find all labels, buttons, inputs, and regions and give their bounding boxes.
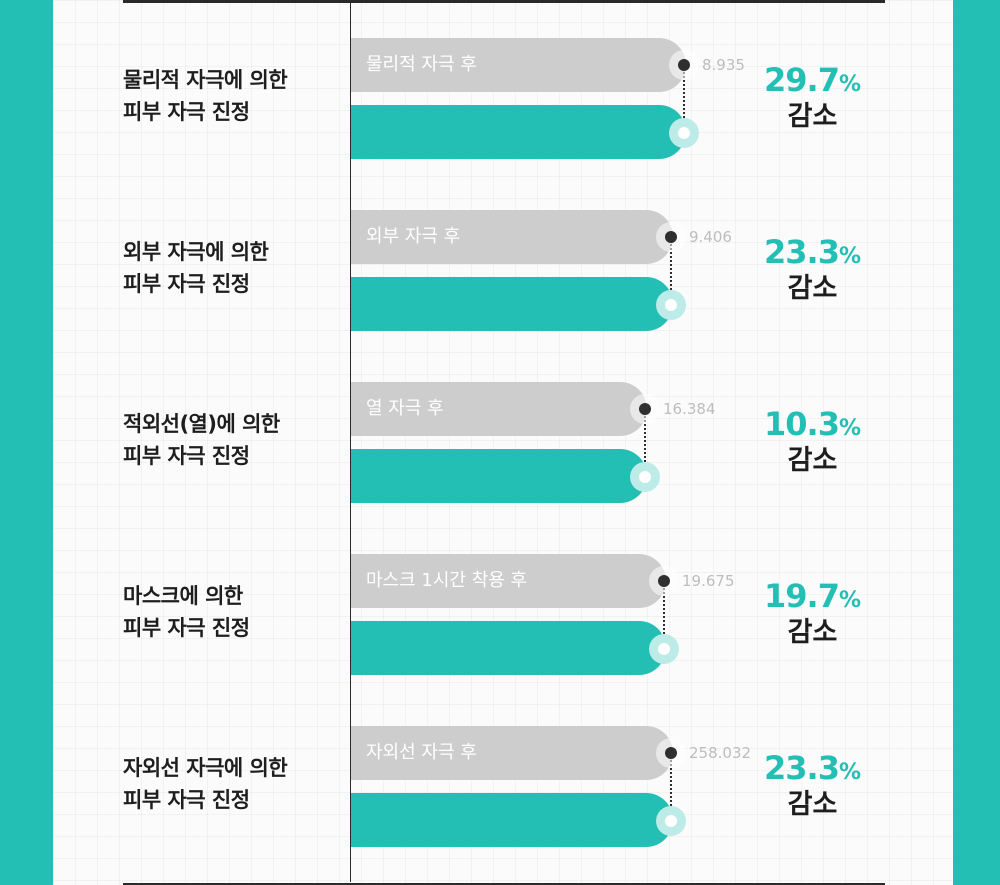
reduction-value: 29.7 (764, 61, 840, 99)
after-marker-dot (665, 299, 677, 311)
before-value-label: 9.406 (689, 228, 732, 246)
before-bar-label: 외부 자극 후 (366, 226, 461, 247)
after-marker-dot (639, 471, 651, 483)
before-bar (351, 554, 666, 608)
before-bar (351, 726, 673, 780)
before-bar-label: 자외선 자극 후 (366, 742, 477, 763)
reduction-word: 감소 (787, 617, 838, 648)
reduction-word: 감소 (787, 101, 838, 132)
reduction-percent: 10.3% (755, 404, 870, 450)
row-label-line1: 자외선 자극에 의한 (123, 756, 288, 780)
after-bar (351, 793, 673, 847)
row-label-line2: 피부 자극 진정 (123, 100, 250, 124)
after-bar (351, 449, 647, 503)
reduction-unit: % (838, 72, 861, 97)
reduction-value: 19.7 (764, 577, 840, 615)
before-bar-label: 물리적 자극 후 (366, 54, 477, 75)
bottom-rule (123, 883, 885, 885)
before-bar (351, 210, 673, 264)
row-label-line2: 피부 자극 진정 (123, 444, 250, 468)
before-marker-dot (665, 747, 677, 759)
before-value-label: 19.675 (682, 572, 735, 590)
after-bar (351, 277, 673, 331)
reduction-word: 감소 (787, 789, 838, 820)
reduction-unit: % (838, 416, 861, 441)
before-bar-label: 열 자극 후 (366, 398, 444, 419)
connector-dotted-line (670, 753, 672, 821)
reduction-percent: 29.7% (755, 60, 870, 106)
chart-axis-line (350, 3, 351, 882)
before-bar (351, 38, 686, 92)
after-marker-dot (665, 815, 677, 827)
before-bar (351, 382, 647, 436)
after-bar (351, 105, 686, 159)
reduction-value: 23.3 (764, 233, 840, 271)
reduction-unit: % (838, 244, 861, 269)
before-value-label: 8.935 (702, 56, 745, 74)
before-marker-dot (678, 59, 690, 71)
reduction-percent: 23.3% (755, 748, 870, 794)
reduction-percent: 23.3% (755, 232, 870, 278)
before-value-label: 16.384 (663, 400, 716, 418)
row-label-line1: 물리적 자극에 의한 (123, 68, 288, 92)
before-marker-dot (665, 231, 677, 243)
reduction-unit: % (838, 760, 861, 785)
before-bar-label: 마스크 1시간 착용 후 (366, 570, 528, 591)
before-marker-dot (639, 403, 651, 415)
connector-dotted-line (670, 237, 672, 305)
row-label-line2: 피부 자극 진정 (123, 616, 250, 640)
after-bar (351, 621, 666, 675)
before-value-label: 258.032 (689, 744, 752, 762)
connector-dotted-line (663, 581, 665, 649)
reduction-percent: 19.7% (755, 576, 870, 622)
row-label-line2: 피부 자극 진정 (123, 788, 250, 812)
reduction-value: 10.3 (764, 405, 840, 443)
connector-dotted-line (644, 409, 646, 477)
row-label-line2: 피부 자극 진정 (123, 272, 250, 296)
before-marker-dot (658, 575, 670, 587)
row-label-line1: 적외선(열)에 의한 (123, 412, 280, 436)
row-label-line1: 외부 자극에 의한 (123, 240, 269, 264)
reduction-word: 감소 (787, 273, 838, 304)
row-label-line1: 마스크에 의한 (123, 584, 243, 608)
after-marker-dot (658, 643, 670, 655)
reduction-unit: % (838, 588, 861, 613)
after-marker-dot (678, 127, 690, 139)
reduction-value: 23.3 (764, 749, 840, 787)
top-rule (123, 0, 885, 3)
reduction-word: 감소 (787, 445, 838, 476)
connector-dotted-line (683, 65, 685, 133)
